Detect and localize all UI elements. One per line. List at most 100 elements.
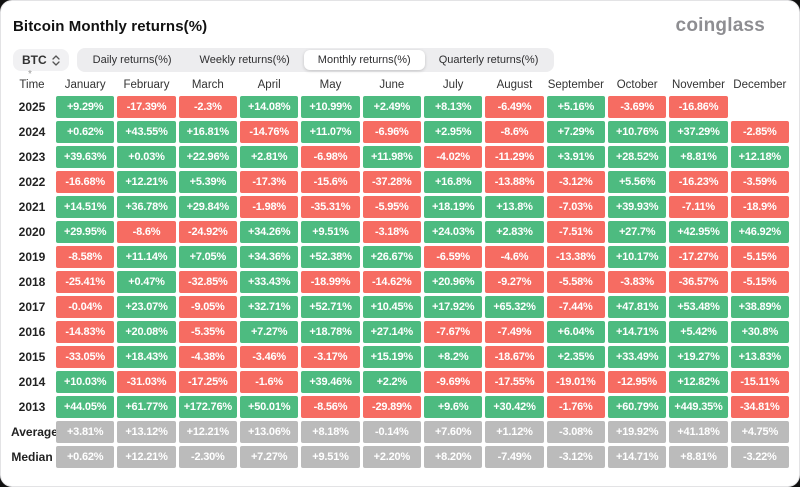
- table-row-2016: 2016 -14.83% +20.08% -5.35% +7.27% +18.78% +27…: [11, 321, 789, 343]
- table-cell: +2.95%: [423, 121, 483, 143]
- table-cell: -17.55%: [485, 371, 544, 393]
- table-cell: -3.08%: [546, 421, 605, 443]
- returns-period-tabs: Daily returns(%) Weekly returns(%) Monthly…: [76, 48, 555, 72]
- table-cell: +16.81%: [178, 121, 237, 143]
- row-label: 2023: [18, 150, 46, 164]
- column-header-may: May: [319, 79, 342, 91]
- table-cell: -3.17%: [301, 346, 360, 368]
- table-cell: +3.81%: [56, 421, 115, 443]
- table-cell: -7.44%: [546, 296, 605, 318]
- table-row-2019: 2019 -8.58% +11.14% +7.05% +34.36% +52.38% +26…: [11, 246, 789, 268]
- table-cell: -31.03%: [117, 371, 176, 393]
- row-label: 2018: [18, 275, 46, 289]
- table-cell: +2.35%: [546, 346, 605, 368]
- coin-selector[interactable]: BTC: [13, 49, 69, 71]
- table-cell: +12.21%: [117, 171, 176, 193]
- table-cell: -7.51%: [546, 221, 605, 243]
- table-cell: +2.49%: [362, 96, 421, 118]
- table-row-median: Median +0.62% +12.21% -2.30% +7.27% +9.51% +2.…: [11, 446, 789, 468]
- table-cell: -1.6%: [239, 371, 299, 393]
- table-cell: -3.22%: [730, 446, 789, 468]
- table-cell: +10.99%: [301, 96, 360, 118]
- table-cell: +8.18%: [301, 421, 360, 443]
- table-cell: +9.51%: [301, 221, 360, 243]
- table-cell: +3.91%: [546, 146, 605, 168]
- table-cell: -24.92%: [178, 221, 237, 243]
- table-cell: -37.28%: [362, 171, 421, 193]
- table-cell: +26.67%: [362, 246, 421, 268]
- table-cell: +449.35%: [669, 396, 728, 418]
- table-cell: +18.78%: [301, 321, 360, 343]
- table-row-2017: 2017 -0.04% +23.07% -9.05% +32.71% +52.71% +10…: [11, 296, 789, 318]
- table-cell: +8.20%: [423, 446, 483, 468]
- table-cell: -17.25%: [178, 371, 237, 393]
- table-cell: -1.76%: [546, 396, 605, 418]
- table-cell: -34.81%: [730, 396, 789, 418]
- table-cell: +2.81%: [239, 146, 299, 168]
- table-cell: -14.76%: [239, 121, 299, 143]
- table-cell: -36.57%: [669, 271, 728, 293]
- table-cell: -2.30%: [178, 446, 237, 468]
- tab-daily-returns[interactable]: Daily returns(%): [79, 50, 186, 70]
- footnote-asterisk: *: [28, 69, 32, 80]
- table-cell: +10.17%: [607, 246, 667, 268]
- row-label: 2024: [18, 125, 46, 139]
- table-cell: +30.8%: [730, 321, 789, 343]
- tab-monthly-returns[interactable]: Monthly returns(%): [303, 50, 425, 70]
- table-row-2023: 2023 +39.63% +0.03% +22.96% +2.81% -6.98% +11.…: [11, 146, 789, 168]
- table-cell: -33.05%: [56, 346, 115, 368]
- coinglass-logo: coinglass: [675, 15, 765, 36]
- table-cell: +11.14%: [117, 246, 176, 268]
- table-cell: -16.23%: [669, 171, 728, 193]
- table-cell: -18.99%: [301, 271, 360, 293]
- table-cell: -6.59%: [423, 246, 483, 268]
- table-cell: +18.19%: [423, 196, 483, 218]
- column-header-august: August: [496, 79, 533, 91]
- column-header-september: September: [547, 79, 604, 91]
- table-cell: +8.81%: [669, 146, 728, 168]
- table-cell: -19.01%: [546, 371, 605, 393]
- table-cell: +32.71%: [239, 296, 299, 318]
- tab-quarterly-returns[interactable]: Quarterly returns(%): [425, 50, 553, 70]
- table-cell: +52.38%: [301, 246, 360, 268]
- table-cell: -6.96%: [362, 121, 421, 143]
- table-cell: +39.46%: [301, 371, 360, 393]
- table-cell: -15.11%: [730, 371, 789, 393]
- topbar: Bitcoin Monthly returns(%) coinglass: [1, 1, 799, 37]
- row-label: 2022: [18, 175, 46, 189]
- table-cell: +8.2%: [423, 346, 483, 368]
- table-cell: +36.78%: [117, 196, 176, 218]
- table-cell: +30.42%: [485, 396, 544, 418]
- controls-row: BTC Daily returns(%) Weekly returns(%) Mon…: [1, 37, 799, 72]
- table-cell: -17.3%: [239, 171, 299, 193]
- table-cell: +1.12%: [485, 421, 544, 443]
- table-cell: -5.35%: [178, 321, 237, 343]
- table-cell: +14.08%: [239, 96, 299, 118]
- table-header-row: Time January February March April May June July…: [11, 79, 789, 91]
- table-cell: +34.26%: [239, 221, 299, 243]
- table-cell: -35.31%: [301, 196, 360, 218]
- column-header-october: October: [616, 79, 658, 91]
- table-cell: +53.48%: [669, 296, 728, 318]
- table-cell: +37.29%: [669, 121, 728, 143]
- row-label: 2025: [18, 100, 46, 114]
- table-cell: +47.81%: [607, 296, 667, 318]
- table-cell: +29.95%: [56, 221, 115, 243]
- table-cell: -7.11%: [669, 196, 728, 218]
- table-cell: +33.49%: [607, 346, 667, 368]
- table-cell: +4.75%: [730, 421, 789, 443]
- column-header-december: December: [733, 79, 787, 91]
- table-cell: +39.93%: [607, 196, 667, 218]
- tab-weekly-returns[interactable]: Weekly returns(%): [186, 50, 304, 70]
- column-header-april: April: [257, 79, 281, 91]
- table-cell: +19.92%: [607, 421, 667, 443]
- table-cell: +52.71%: [301, 296, 360, 318]
- table-cell: -1.98%: [239, 196, 299, 218]
- table-cell: +2.83%: [485, 221, 544, 243]
- table-cell: -8.6%: [485, 121, 544, 143]
- table-cell: +12.21%: [178, 421, 237, 443]
- table-cell: -5.15%: [730, 246, 789, 268]
- table-cell: +46.92%: [730, 221, 789, 243]
- row-label: Median: [11, 450, 53, 464]
- table-cell: +60.79%: [607, 396, 667, 418]
